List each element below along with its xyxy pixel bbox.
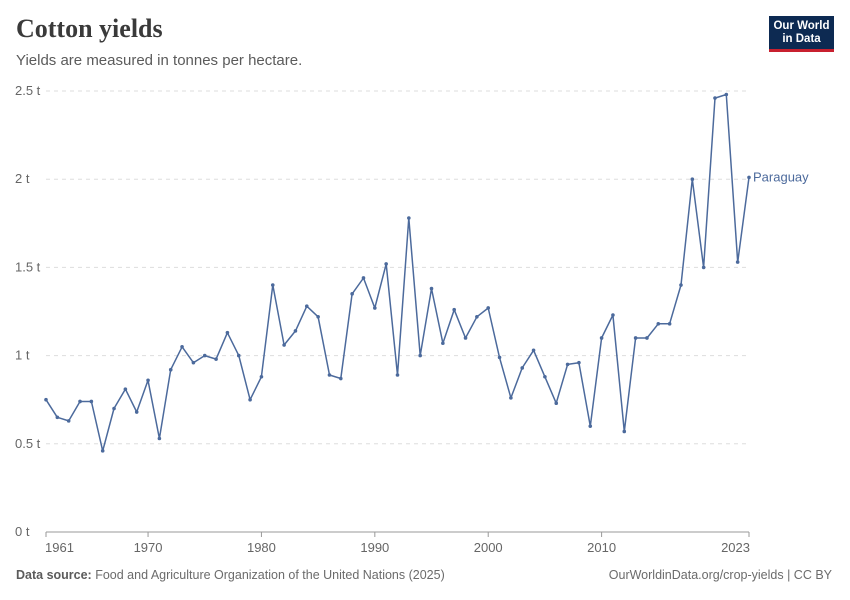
data-point <box>486 306 491 310</box>
data-point <box>611 313 615 317</box>
chart-subtitle: Yields are measured in tonnes per hectar… <box>16 52 303 69</box>
data-point <box>191 360 196 365</box>
data-point <box>78 399 82 404</box>
chart-title: Cotton yields <box>16 14 163 43</box>
data-point <box>588 424 593 428</box>
data-point <box>293 329 298 333</box>
data-point <box>44 397 48 402</box>
data-point <box>350 292 354 296</box>
data-point <box>429 286 434 291</box>
data-point <box>475 314 479 319</box>
url-license[interactable]: OurWorldinData.org/crop-yields | CC BY <box>608 568 832 582</box>
series-line <box>45 93 750 452</box>
data-point <box>463 336 468 340</box>
data-point <box>214 357 218 361</box>
data-point <box>157 436 162 441</box>
data-point <box>633 336 638 340</box>
x-tick-label: 1990 <box>360 540 389 555</box>
data-source-text[interactable]: Food and Agriculture Organization of the… <box>95 568 445 582</box>
data-point <box>123 387 128 391</box>
data-point <box>577 360 581 365</box>
data-point <box>667 322 672 326</box>
data-point <box>679 283 683 287</box>
data-point <box>441 341 445 346</box>
x-tick-label: 1961 <box>45 540 74 555</box>
data-point <box>384 262 388 266</box>
data-point <box>225 330 230 335</box>
data-point <box>146 378 150 383</box>
data-point <box>373 306 377 310</box>
data-point <box>452 307 456 312</box>
data-point <box>66 419 71 423</box>
y-tick-label: 2 t <box>15 171 30 186</box>
y-tick-label: 0.5 t <box>15 436 41 451</box>
data-point <box>180 344 184 349</box>
x-tick-label: 2010 <box>587 540 616 555</box>
x-tick-label: 1980 <box>247 540 276 555</box>
data-point <box>747 175 751 180</box>
data-source: Data source: Food and Agriculture Organi… <box>16 568 445 582</box>
y-tick-label: 2.5 t <box>15 83 41 98</box>
data-point <box>134 410 139 414</box>
data-point <box>304 304 309 309</box>
data-point <box>236 353 241 358</box>
data-point <box>690 177 695 181</box>
x-tick-label: 2000 <box>474 540 503 555</box>
y-tick-label: 1 t <box>15 348 30 363</box>
data-point <box>168 367 173 372</box>
data-point <box>497 355 502 360</box>
series-label: Paraguay <box>753 169 809 184</box>
data-point <box>531 348 536 353</box>
data-point <box>55 415 60 420</box>
y-tick-label: 1.5 t <box>15 259 41 274</box>
data-point <box>395 373 400 377</box>
y-tick-label: 0 t <box>15 524 30 539</box>
data-point <box>656 322 661 326</box>
data-point <box>361 276 366 280</box>
data-point <box>554 401 559 406</box>
data-point <box>327 373 332 377</box>
data-point <box>339 376 343 381</box>
data-point <box>520 366 525 370</box>
data-point <box>724 92 729 97</box>
data-point <box>543 374 547 379</box>
data-point <box>89 399 94 404</box>
logo-line-2: in Data <box>782 33 821 45</box>
data-point <box>735 260 740 264</box>
data-point <box>599 336 604 340</box>
data-point <box>645 336 649 340</box>
x-tick-label: 1970 <box>134 540 163 555</box>
data-point <box>202 353 207 358</box>
data-point <box>713 96 717 100</box>
data-point <box>565 362 570 367</box>
data-point <box>418 353 422 358</box>
data-point <box>112 406 116 411</box>
data-point <box>248 397 252 402</box>
data-point <box>509 396 513 400</box>
data-point <box>316 314 320 319</box>
data-point <box>100 449 105 453</box>
logo-line-1: Our World <box>773 20 830 32</box>
data-source-label: Data source: <box>16 568 92 582</box>
data-point <box>259 374 264 379</box>
data-point <box>282 343 286 347</box>
data-point <box>270 283 275 287</box>
x-tick-label: 2023 <box>721 540 750 555</box>
data-point <box>701 265 706 270</box>
data-point <box>407 216 411 220</box>
data-point <box>622 429 627 434</box>
owid-logo[interactable]: Our World in Data <box>769 16 834 52</box>
